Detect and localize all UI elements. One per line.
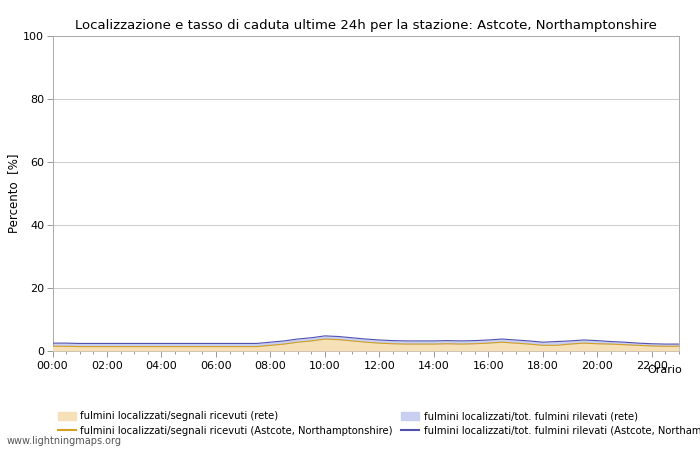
Y-axis label: Percento  [%]: Percento [%] — [8, 154, 20, 233]
Legend: fulmini localizzati/segnali ricevuti (rete), fulmini localizzati/segnali ricevut: fulmini localizzati/segnali ricevuti (re… — [57, 411, 700, 436]
Title: Localizzazione e tasso di caduta ultime 24h per la stazione: Astcote, Northampto: Localizzazione e tasso di caduta ultime … — [75, 19, 657, 32]
Text: Orario: Orario — [648, 365, 682, 375]
Text: www.lightningmaps.org: www.lightningmaps.org — [7, 436, 122, 446]
